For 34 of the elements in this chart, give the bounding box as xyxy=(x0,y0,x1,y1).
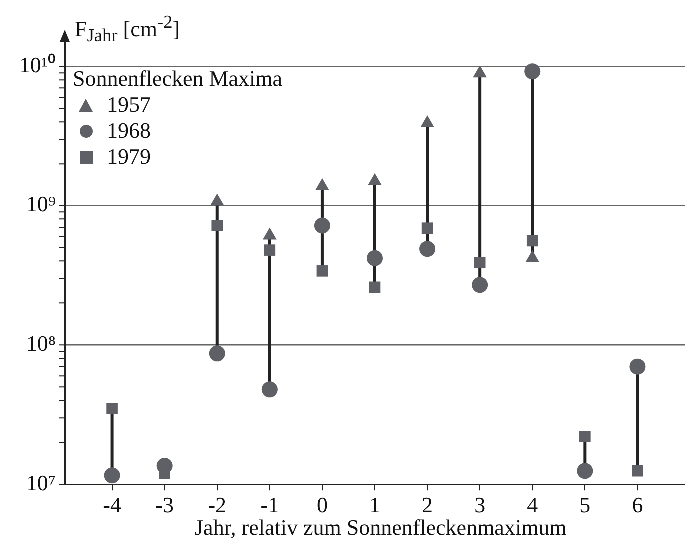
legend-title: Sonnenflecken Maxima xyxy=(73,66,283,92)
point xyxy=(106,403,118,414)
point xyxy=(264,244,276,256)
point xyxy=(367,250,383,266)
point xyxy=(209,346,226,362)
point xyxy=(472,277,488,294)
point xyxy=(577,463,594,480)
point xyxy=(104,468,120,484)
point xyxy=(526,235,538,247)
y-tick-label: 10¹⁰ xyxy=(19,52,56,78)
point xyxy=(632,465,644,477)
point xyxy=(630,358,646,375)
point xyxy=(156,458,173,474)
y-tick-label: 10⁸ xyxy=(26,331,56,356)
x-tick-label: -4 xyxy=(103,492,122,518)
point xyxy=(369,282,381,294)
y-axis-title: F$_{Jahr}$ [cm$^{-2}$] xyxy=(75,12,180,47)
point xyxy=(524,64,541,80)
point xyxy=(314,218,330,234)
legend-label: 1968 xyxy=(107,118,151,144)
x-tick-label: 6 xyxy=(632,492,644,518)
point xyxy=(474,257,486,269)
point xyxy=(420,241,436,258)
legend-label: 1957 xyxy=(107,92,151,118)
x-tick-label: 5 xyxy=(580,492,591,518)
y-tick-label: 10⁹ xyxy=(26,192,56,217)
x-tick-label: -3 xyxy=(156,492,174,518)
legend-label: 1979 xyxy=(107,144,151,170)
point xyxy=(212,220,224,232)
point xyxy=(316,266,328,277)
point xyxy=(580,431,591,443)
point xyxy=(422,222,434,234)
y-tick-label: 10⁷ xyxy=(26,470,56,496)
point xyxy=(262,382,278,398)
